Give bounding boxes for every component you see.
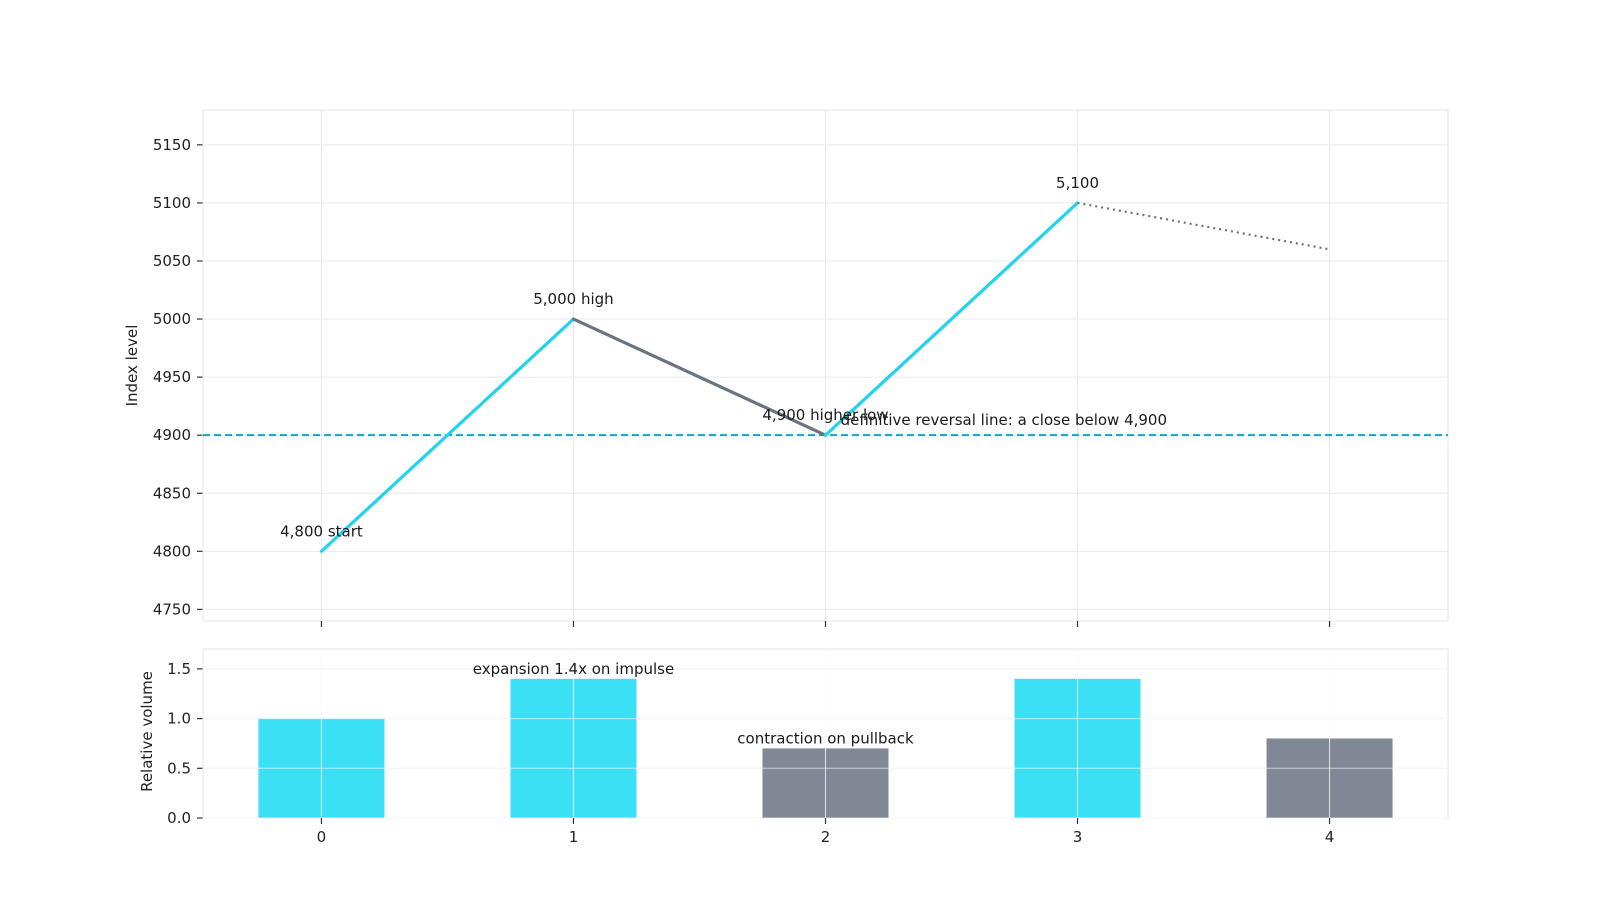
volume-y-tick-label: 0.0 [167,809,191,827]
price-y-tick-label: 4850 [153,484,191,502]
reversal-line-label: definitive reversal line: a close below … [841,411,1167,429]
price-y-tick-label: 4750 [153,600,191,618]
price-y-tick-label: 5150 [153,136,191,154]
price-segment-projection [1077,201,1330,251]
volume-x-tick-label: 0 [317,828,327,846]
volume-panel: 0.0 0.5 1.0 1.5 0 1 2 3 4 Relative volume expansio… [138,648,1449,846]
price-point-label: 5,000 high [533,290,613,308]
price-y-tick-label: 5100 [153,194,191,212]
price-point-label: 4,900 higher low [762,406,888,424]
price-segment-impulse [823,201,1080,437]
volume-y-tick-label: 1.0 [167,710,191,728]
volume-y-tick-label: 1.5 [167,660,191,678]
price-y-tick-label: 4900 [153,426,191,444]
volume-x-tick-label: 2 [821,828,831,846]
price-segment-pullback [571,317,828,437]
volume-x-tick-label: 3 [1073,828,1083,846]
price-y-axis-title: Index level [123,325,141,407]
volume-x-tick-label: 1 [569,828,579,846]
price-y-tick-label: 5000 [153,310,191,328]
volume-bar-label: contraction on pullback [737,729,914,747]
price-y-tick-label: 4800 [153,542,191,560]
price-point-label: 5,100 [1056,174,1099,192]
price-segment-impulse [319,317,576,553]
volume-bar-label: expansion 1.4x on impulse [473,660,674,678]
volume-y-tick-label: 0.5 [167,759,191,777]
volume-x-tick-label: 4 [1325,828,1335,846]
price-point-label: 4,800 start [280,522,363,540]
price-panel: 4750 4800 4850 4900 4950 5000 5050 5100 5150 Inde… [123,109,1449,627]
price-y-tick-label: 4950 [153,368,191,386]
price-y-tick-label: 5050 [153,252,191,270]
volume-y-axis-title: Relative volume [138,671,156,792]
